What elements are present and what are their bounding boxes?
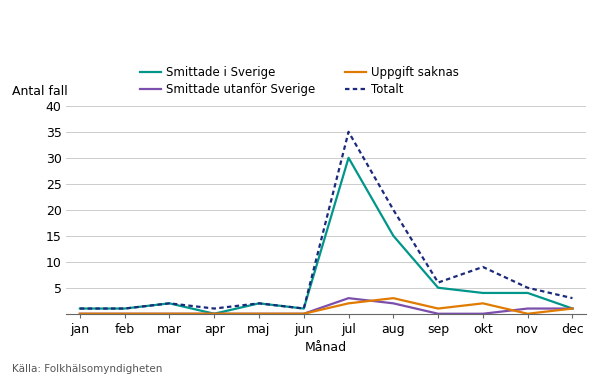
Uppgift saknas <box>300 311 307 316</box>
Uppgift saknas <box>479 301 486 305</box>
Smittade i Sverige <box>255 301 263 305</box>
Smittade utanför Sverige <box>121 311 128 316</box>
Totalt <box>166 301 173 305</box>
Smittade i Sverige <box>121 306 128 311</box>
Totalt <box>76 306 83 311</box>
Smittade utanför Sverige <box>479 311 486 316</box>
Totalt <box>390 208 397 212</box>
Line: Uppgift saknas: Uppgift saknas <box>80 298 573 314</box>
Totalt <box>121 306 128 311</box>
Totalt <box>300 306 307 311</box>
Smittade utanför Sverige <box>76 311 83 316</box>
Line: Totalt: Totalt <box>80 132 573 308</box>
Totalt <box>569 296 576 301</box>
Line: Smittade utanför Sverige: Smittade utanför Sverige <box>80 298 573 314</box>
Smittade utanför Sverige <box>345 296 352 301</box>
Smittade i Sverige <box>211 311 218 316</box>
Smittade i Sverige <box>524 291 532 295</box>
Text: Antal fall: Antal fall <box>12 85 68 98</box>
Totalt <box>211 306 218 311</box>
Uppgift saknas <box>569 306 576 311</box>
Smittade utanför Sverige <box>300 311 307 316</box>
Smittade utanför Sverige <box>569 306 576 311</box>
Smittade i Sverige <box>569 306 576 311</box>
Uppgift saknas <box>121 311 128 316</box>
Smittade i Sverige <box>479 291 486 295</box>
Uppgift saknas <box>434 306 442 311</box>
Uppgift saknas <box>211 311 218 316</box>
Legend: Smittade i Sverige, Smittade utanför Sverige, Uppgift saknas, Totalt: Smittade i Sverige, Smittade utanför Sve… <box>140 66 458 96</box>
Smittade utanför Sverige <box>434 311 442 316</box>
Smittade utanför Sverige <box>166 311 173 316</box>
Smittade i Sverige <box>345 156 352 160</box>
Smittade i Sverige <box>390 234 397 238</box>
Totalt <box>524 285 532 290</box>
Text: Källa: Folkhälsomyndigheten: Källa: Folkhälsomyndigheten <box>12 364 162 374</box>
Uppgift saknas <box>345 301 352 305</box>
Smittade i Sverige <box>300 306 307 311</box>
Line: Smittade i Sverige: Smittade i Sverige <box>80 158 573 314</box>
Uppgift saknas <box>390 296 397 301</box>
Uppgift saknas <box>76 311 83 316</box>
Totalt <box>255 301 263 305</box>
X-axis label: Månad: Månad <box>305 341 347 354</box>
Totalt <box>434 280 442 285</box>
Smittade i Sverige <box>76 306 83 311</box>
Uppgift saknas <box>255 311 263 316</box>
Totalt <box>345 130 352 134</box>
Smittade utanför Sverige <box>524 306 532 311</box>
Smittade utanför Sverige <box>390 301 397 305</box>
Smittade i Sverige <box>434 285 442 290</box>
Totalt <box>479 265 486 269</box>
Smittade i Sverige <box>166 301 173 305</box>
Uppgift saknas <box>524 311 532 316</box>
Smittade utanför Sverige <box>211 311 218 316</box>
Smittade utanför Sverige <box>255 311 263 316</box>
Uppgift saknas <box>166 311 173 316</box>
